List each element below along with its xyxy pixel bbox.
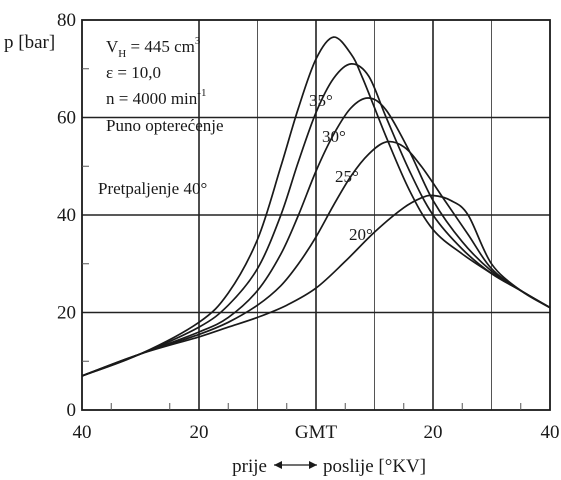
info-box: VH = 445 cm3 ε = 10,0 n = 4000 min-1 Pun… [106,35,224,135]
x-axis-caption: prije poslije [°KV] [232,456,426,477]
series-curves [81,36,551,377]
info-load: Puno opterećenje [106,116,224,135]
axis-ticks: 0 20 40 60 80 40 20 GMT 20 40 [57,10,560,443]
series-line-2 [81,97,551,377]
y-tick-label: 0 [67,400,77,421]
x-tick-label: 40 [73,422,92,443]
series-label-4: 20° [349,225,373,244]
y-tick-label: 20 [57,303,76,324]
x-tick-label: 20 [424,422,443,443]
info-compression-ratio: ε = 10,0 [106,63,161,82]
y-tick-label: 60 [57,108,76,129]
series-line-4 [81,194,551,377]
info-engine-speed: n = 4000 min-1 [106,87,206,108]
series-line-3 [81,140,551,377]
x-caption-after: poslije [°KV] [323,456,426,477]
series-label-3: 25° [335,167,359,186]
y-axis-title: p [bar] [4,32,55,53]
plot-frame [81,19,551,411]
x-tick-label: GMT [295,422,338,443]
arrow-left-icon [274,461,282,469]
series-label-2: 30° [322,127,346,146]
y-tick-label: 80 [57,10,76,31]
series-line-0 [81,36,551,377]
grid [82,20,550,410]
series-labels: Pretpaljenje 40°35°30°25°20° [98,91,373,244]
x-tick-label: 40 [541,422,560,443]
x-tick-label: 20 [190,422,209,443]
arrow-right-icon [309,461,317,469]
series-label-0: Pretpaljenje 40° [98,179,207,198]
info-displacement: VH = 445 cm3 [106,35,201,60]
series-line-1 [81,63,551,377]
y-tick-label: 40 [57,205,76,226]
x-caption-before: prije [232,456,267,477]
